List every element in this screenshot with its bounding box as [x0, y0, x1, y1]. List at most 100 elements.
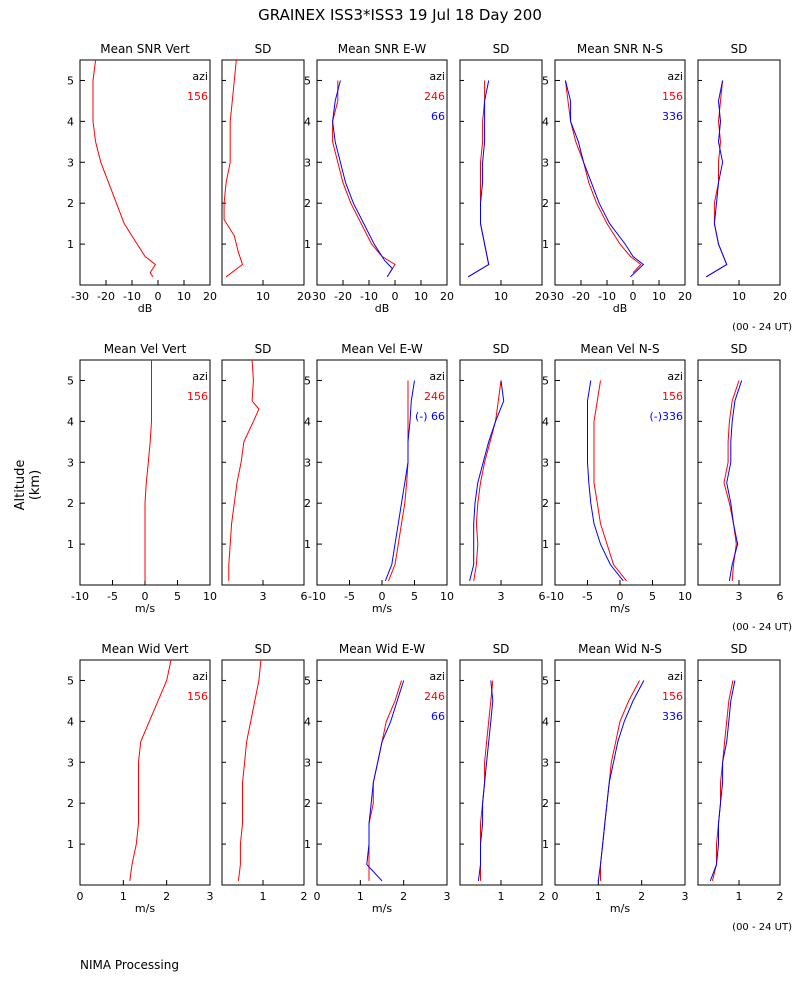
panel-1-0-xtick-label-4: 10	[203, 590, 217, 603]
panel-2-2-series-66	[366, 680, 405, 882]
panel-2-4-xtick-label-0: 0	[552, 890, 559, 903]
panel-1-5-frame	[697, 359, 781, 586]
panel-1-5-series-(-)336	[726, 380, 743, 581]
panel-0-0-frame	[79, 59, 211, 286]
panel-1-4-ytick-label-1: 2	[542, 497, 549, 510]
panel-0-3-series-66	[467, 80, 490, 278]
panel-1-4-xtick-label-0: -10	[546, 590, 564, 603]
panel-1-4-ytick-label-0: 1	[542, 538, 549, 551]
panel-0-0-xlabel: dB	[138, 302, 153, 315]
panel-1-2-ytick-label-0: 1	[304, 538, 311, 551]
panel-0-4-ytick-label-0: 1	[542, 238, 549, 251]
panel-0-2-legend-entry-1: 66	[431, 110, 445, 123]
panel-2-2-ytick-label-1: 2	[304, 797, 311, 810]
panel-2-2-frame	[316, 659, 448, 886]
panel-1-1-frame	[221, 359, 305, 586]
panel-2-2-xtick-label-0: 0	[314, 890, 321, 903]
panel-2-2-ytick-label-4: 5	[304, 674, 311, 687]
panel-2-2-ytick-label-0: 1	[304, 838, 311, 851]
panel-2-0-ytick-label-3: 4	[67, 715, 74, 728]
panel-0-4-ytick-label-2: 3	[542, 156, 549, 169]
panel-2-0-ytick-label-1: 2	[67, 797, 74, 810]
panel-2-4-xtick-label-3: 3	[682, 890, 689, 903]
panel-2-4-xlabel: m/s	[610, 902, 630, 915]
panel-1-2-ytick-label-4: 5	[304, 374, 311, 387]
panel-1-0-series-156	[144, 360, 152, 581]
panel-1-2-xtick-label-4: 10	[440, 590, 454, 603]
panel-2-4-ytick-label-1: 2	[542, 797, 549, 810]
panel-1-2-xtick-label-1: -5	[344, 590, 355, 603]
panel-1-4-xtick-label-1: -5	[582, 590, 593, 603]
panel-1-2-series-246	[388, 380, 409, 582]
panel-1-0-ytick-label-2: 3	[67, 456, 74, 469]
panel-2-3-xtick-label-0: 1	[498, 890, 505, 903]
panel-0-0-ytick-label-0: 1	[67, 238, 74, 251]
panel-2-4-xtick-label-2: 2	[638, 890, 645, 903]
panel-0-4-frame	[554, 59, 686, 286]
panel-0-1-frame	[221, 59, 305, 286]
panel-1-4-xtick-label-2: 0	[617, 590, 624, 603]
panel-2-4-ytick-label-0: 1	[542, 838, 549, 851]
panel-1-1-xtick-label-0: 3	[260, 590, 267, 603]
panel-1-3-series-246	[473, 380, 502, 581]
panel-1-2-ytick-label-3: 4	[304, 415, 311, 428]
panel-1-4-ytick-label-2: 3	[542, 456, 549, 469]
panel-1-4-ytick-label-3: 4	[542, 415, 549, 428]
panel-2-0-xtick-label-1: 1	[120, 890, 127, 903]
panel-1-2-xtick-label-3: 5	[411, 590, 418, 603]
panel-0-4-ytick-label-3: 4	[542, 115, 549, 128]
panel-0-5-xtick-label-1: 20	[773, 290, 787, 303]
panel-1-1-xtick-label-1: 6	[301, 590, 308, 603]
panel-0-0-xtick-label-1: -20	[97, 290, 115, 303]
panel-0-2-legend-header: azi	[429, 70, 445, 83]
panel-2-4-series-156	[600, 680, 640, 881]
panel-1-2-xlabel: m/s	[372, 602, 392, 615]
panel-2-0-legend-header: azi	[192, 670, 208, 683]
panel-0-2-series-246	[332, 80, 396, 273]
panel-0-2-xlabel: dB	[375, 302, 390, 315]
panel-1-5-series-156	[723, 380, 740, 581]
panel-1-4-xtick-label-4: 10	[678, 590, 692, 603]
panel-0-4-legend-entry-1: 336	[662, 110, 683, 123]
panel-1-2-title: Mean Vel E-W	[341, 342, 423, 356]
panel-0-0-ytick-label-3: 4	[67, 115, 74, 128]
panel-0-2-series-66	[332, 80, 394, 278]
panel-2-0-xtick-label-3: 3	[207, 890, 214, 903]
ut-label-0: (00 - 24 UT)	[732, 322, 792, 333]
panel-2-4-legend-entry-0: 156	[662, 690, 683, 703]
panel-0-3-xtick-label-1: 20	[535, 290, 549, 303]
footer-text: NIMA Processing	[80, 958, 179, 972]
panel-2-3-xtick-label-1: 2	[539, 890, 546, 903]
panel-0-3-xtick-label-0: 10	[494, 290, 508, 303]
panel-0-2-legend-entry-0: 246	[424, 90, 445, 103]
panel-2-4-ytick-label-4: 5	[542, 674, 549, 687]
panel-0-4-ytick-label-1: 2	[542, 197, 549, 210]
panel-2-3-frame	[459, 659, 543, 886]
panel-2-0-xtick-label-2: 2	[163, 890, 170, 903]
panel-2-0-ytick-label-2: 3	[67, 756, 74, 769]
panel-1-3-frame	[459, 359, 543, 586]
panel-1-4-xlabel: m/s	[610, 602, 630, 615]
panel-1-2-xtick-label-0: -10	[308, 590, 326, 603]
panel-0-1-xtick-label-0: 10	[256, 290, 270, 303]
page-title: GRAINEX ISS3*ISS3 19 Jul 18 Day 200	[258, 6, 542, 24]
panel-1-2-legend-entry-1: (-) 66	[415, 410, 445, 423]
panel-1-2-ytick-label-2: 3	[304, 456, 311, 469]
panel-1-4-xtick-label-3: 5	[649, 590, 656, 603]
panel-0-4-xtick-label-3: 0	[630, 290, 637, 303]
panel-2-0-xtick-label-0: 0	[77, 890, 84, 903]
panel-0-0-xtick-label-5: 20	[203, 290, 217, 303]
panel-2-0-series-156	[129, 659, 172, 881]
panel-0-5-title: SD	[731, 42, 748, 56]
panel-0-2-ytick-label-2: 3	[304, 156, 311, 169]
panel-0-3-frame	[459, 59, 543, 286]
panel-0-4-xlabel: dB	[613, 302, 628, 315]
panel-1-0-title: Mean Vel Vert	[104, 342, 187, 356]
panel-0-2-ytick-label-0: 1	[304, 238, 311, 251]
panel-0-4-series-336	[564, 80, 645, 278]
panel-2-2-legend-entry-1: 66	[431, 710, 445, 723]
panel-0-1-xtick-label-1: 20	[297, 290, 311, 303]
panel-0-1-title: SD	[255, 42, 272, 56]
panel-1-0-ytick-label-1: 2	[67, 497, 74, 510]
